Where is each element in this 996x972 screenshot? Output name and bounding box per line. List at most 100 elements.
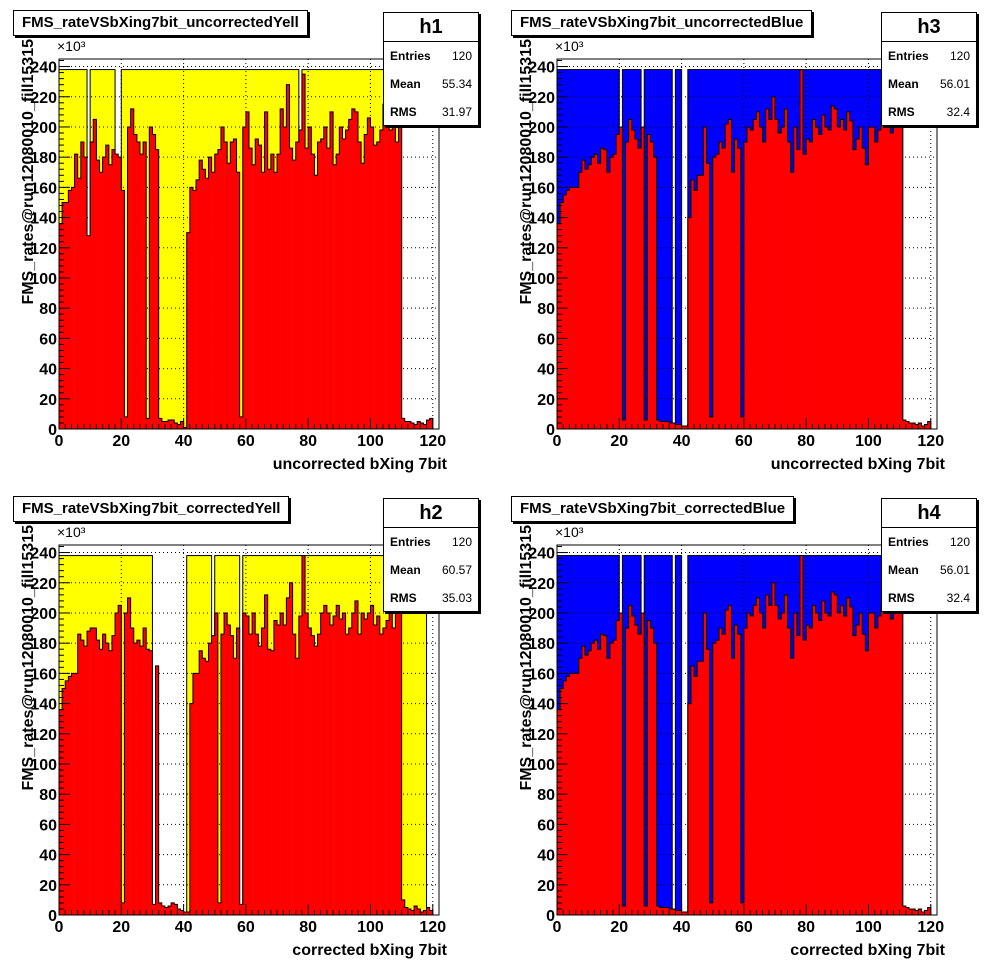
bar <box>581 646 586 915</box>
bar <box>320 139 325 429</box>
y-tick-label: 60 <box>39 817 57 834</box>
bar <box>345 129 349 429</box>
bar <box>799 69 804 430</box>
bar <box>684 911 689 915</box>
bar <box>227 625 231 915</box>
bar <box>320 612 325 915</box>
x-tick-label: 120 <box>419 433 446 450</box>
y-tick-label: 140 <box>528 211 555 228</box>
bar <box>796 149 801 429</box>
bar <box>74 673 78 915</box>
bar <box>115 612 119 915</box>
bar <box>224 142 228 429</box>
bar <box>174 904 178 915</box>
bar <box>192 673 197 915</box>
y-axis-title: FMS_rates@run12080010_fill15315 <box>518 39 535 305</box>
bar <box>824 612 829 915</box>
bar <box>771 96 776 430</box>
bar <box>376 615 381 915</box>
stats-name: h4 <box>882 499 976 528</box>
bar <box>884 111 888 429</box>
bar <box>264 111 268 429</box>
bar <box>121 902 125 915</box>
y-tick-label: 100 <box>528 757 555 774</box>
bar <box>143 142 147 429</box>
bar <box>99 172 103 429</box>
bar <box>155 149 159 429</box>
bar <box>793 612 798 915</box>
bar <box>308 628 312 915</box>
bar <box>659 421 664 429</box>
bar <box>647 134 651 430</box>
rms-value: 31.97 <box>441 105 472 119</box>
bar <box>392 123 396 429</box>
bar <box>728 605 732 915</box>
bar <box>286 597 290 915</box>
bar <box>666 421 670 429</box>
bar <box>868 612 872 915</box>
y-tick-label: 100 <box>528 271 555 288</box>
y-tick-label: 80 <box>537 787 555 804</box>
bar <box>656 419 661 429</box>
bar <box>77 178 82 429</box>
x-tick-label: 120 <box>917 919 944 936</box>
x-tick-label: 20 <box>610 919 628 936</box>
bar <box>326 612 331 915</box>
bar <box>603 635 608 915</box>
bar <box>339 619 343 915</box>
bar <box>370 126 374 430</box>
bar <box>261 628 265 915</box>
bar <box>597 649 601 915</box>
bar <box>650 142 654 429</box>
bar <box>382 104 387 429</box>
bar <box>118 157 122 429</box>
bar <box>345 634 349 915</box>
bar <box>301 74 306 429</box>
bar <box>756 111 760 429</box>
bar <box>880 605 885 915</box>
bar <box>681 911 686 915</box>
bar <box>762 628 766 915</box>
bar <box>205 178 209 429</box>
bar <box>927 907 932 915</box>
bar <box>426 907 430 915</box>
bar <box>575 673 580 915</box>
bar <box>912 422 916 429</box>
bar <box>647 620 651 915</box>
bar <box>650 628 654 915</box>
bar <box>709 902 714 915</box>
bar <box>918 422 922 429</box>
plot-frame <box>556 544 938 916</box>
x-tick-label: 80 <box>299 919 317 936</box>
y-tick-label: 160 <box>528 180 555 197</box>
bar <box>183 911 188 915</box>
bar <box>152 904 156 915</box>
y-tick-label: 240 <box>30 546 57 563</box>
bar <box>628 119 633 429</box>
x-axis-title: corrected bXing 7bit <box>292 942 447 959</box>
bar <box>765 108 770 429</box>
bar <box>270 650 275 915</box>
bar <box>158 418 163 429</box>
bar <box>239 416 244 429</box>
bar <box>893 119 897 429</box>
bar <box>410 910 415 915</box>
mean-label: Mean <box>888 77 919 91</box>
bar <box>703 612 707 915</box>
x-axis-title: uncorrected bXing 7bit <box>771 456 946 473</box>
bar <box>743 142 748 429</box>
bar <box>161 905 166 915</box>
bar <box>737 634 742 915</box>
bar <box>787 628 791 915</box>
bar <box>843 129 847 429</box>
bar <box>395 142 399 429</box>
bar <box>323 605 328 915</box>
x-tick-label: 40 <box>673 433 691 450</box>
y-tick-label: 180 <box>30 150 57 167</box>
bar <box>609 643 614 915</box>
bar <box>799 555 804 915</box>
bar <box>893 605 897 915</box>
bar <box>90 142 94 429</box>
rms-label: RMS <box>390 591 417 605</box>
stats-box: h3 Entries 120 Mean 56.01 RMS 32.4 <box>881 12 977 126</box>
